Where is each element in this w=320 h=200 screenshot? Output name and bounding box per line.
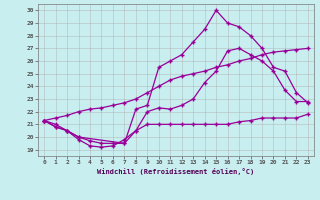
X-axis label: Windchill (Refroidissement éolien,°C): Windchill (Refroidissement éolien,°C) — [97, 168, 255, 175]
